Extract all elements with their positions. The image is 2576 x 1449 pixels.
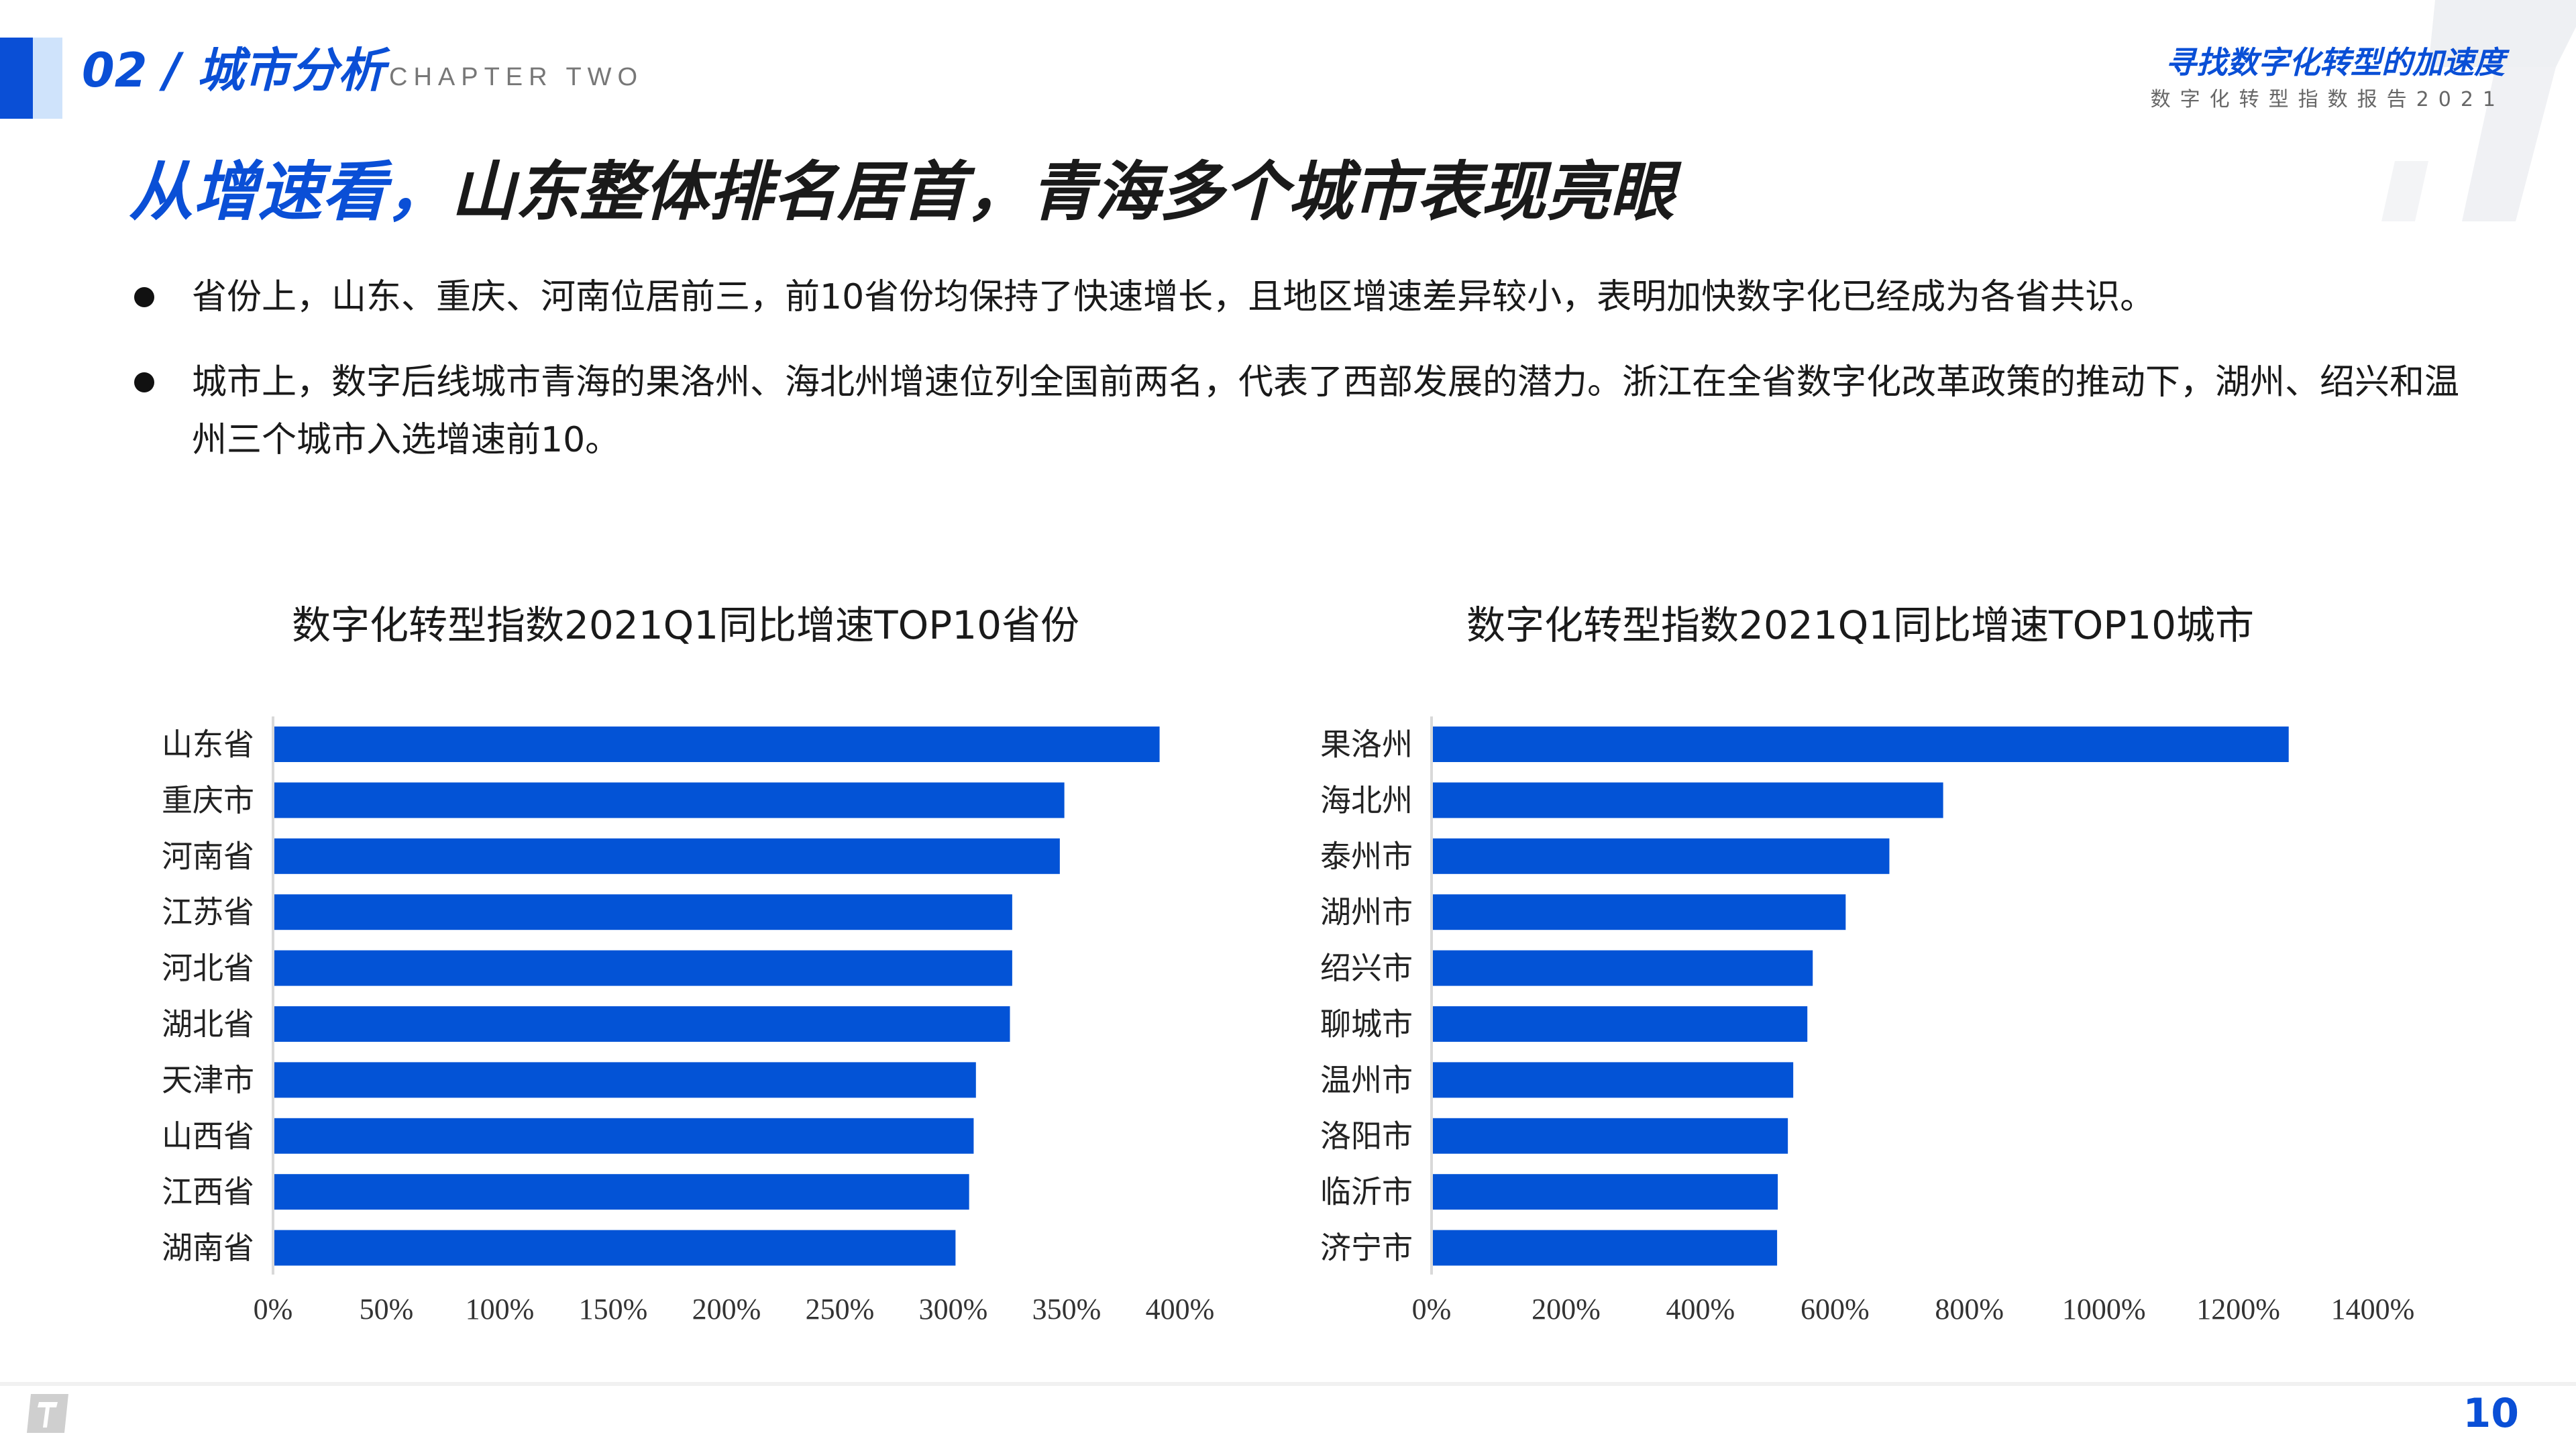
decorative-logo-shapes (2381, 0, 2576, 221)
bar (274, 782, 1065, 818)
x-tick-label: 300% (919, 1293, 988, 1326)
bar (1433, 1174, 1778, 1210)
category-label: 果洛州 (1320, 727, 1413, 763)
bullet-dot-icon (134, 287, 154, 307)
page-number: 10 (2463, 1390, 2520, 1437)
category-label: 湖南省 (162, 1230, 254, 1266)
category-label: 江西省 (162, 1174, 254, 1210)
brand-logo-icon (27, 1394, 68, 1433)
category-label: 洛阳市 (1320, 1118, 1413, 1154)
bar (1433, 727, 2289, 762)
bar (1433, 1062, 1794, 1098)
bullet-text: 省份上，山东、重庆、河南位居前三，前10省份均保持了快速增长，且地区增速差异较小… (192, 277, 2155, 317)
x-tick-label: 800% (1935, 1293, 2004, 1326)
x-tick-label: 1200% (2196, 1293, 2280, 1326)
x-tick-label: 100% (466, 1293, 535, 1326)
bar (1433, 1230, 1778, 1266)
chapter-label: CHAPTER TWO (389, 63, 644, 91)
category-label: 临沂市 (1320, 1174, 1413, 1210)
category-label: 江苏省 (162, 894, 254, 930)
chart-title-provinces: 数字化转型指数2021Q1同比增速TOP10省份 (291, 602, 1080, 648)
bar (1433, 1118, 1788, 1154)
bar (274, 950, 1012, 986)
bar (1433, 838, 1890, 874)
report-subtitle: 数字化转型指数报告2021 (2150, 88, 2505, 111)
bullet-text: 城市上，数字后线城市青海的果洛州、海北州增速位列全国前两名，代表了西部发展的潜力… (192, 362, 2460, 460)
bar (274, 1230, 956, 1266)
section-marker-light (33, 38, 62, 119)
x-tick-label: 200% (1532, 1293, 1601, 1326)
bar (1433, 1006, 1808, 1042)
category-label: 湖北省 (162, 1006, 254, 1042)
bullet-dot-icon (134, 372, 154, 392)
bar (274, 1174, 969, 1210)
x-tick-label: 150% (579, 1293, 648, 1326)
headline-text: 山东整体排名居首，青海多个城市表现亮眼 (451, 154, 1674, 229)
bar (274, 1006, 1010, 1042)
chapter-title: 02 / 城市分析 (82, 43, 385, 98)
bar (1433, 782, 1943, 818)
bar (274, 894, 1012, 930)
category-label: 重庆市 (162, 782, 254, 818)
bar (274, 1062, 976, 1098)
category-label: 湖州市 (1320, 894, 1413, 930)
bar (1433, 894, 1846, 930)
report-title: 寻找数字化转型的加速度 (2165, 44, 2505, 80)
x-tick-label: 600% (1801, 1293, 1870, 1326)
category-label: 泰州市 (1320, 838, 1413, 874)
x-tick-label: 1000% (2062, 1293, 2146, 1326)
bar (274, 727, 1160, 762)
x-tick-label: 400% (1666, 1293, 1735, 1326)
section-marker-dark (0, 38, 33, 119)
bar (1433, 950, 1813, 986)
x-tick-label: 50% (360, 1293, 414, 1326)
category-label: 河北省 (162, 950, 254, 986)
category-label: 天津市 (162, 1062, 254, 1098)
x-tick-label: 1400% (2331, 1293, 2415, 1326)
footer-divider (0, 1382, 2576, 1386)
page-headline: 从增速看，山东整体排名居首，青海多个城市表现亮眼 (129, 154, 1674, 229)
category-label: 山东省 (162, 727, 254, 763)
category-label: 温州市 (1320, 1062, 1413, 1098)
category-label: 山西省 (162, 1118, 254, 1154)
category-label: 海北州 (1320, 782, 1413, 818)
x-tick-label: 250% (806, 1293, 875, 1326)
bar (274, 838, 1060, 874)
x-tick-label: 0% (254, 1293, 293, 1326)
bullet-item: 城市上，数字后线城市青海的果洛州、海北州增速位列全国前两名，代表了西部发展的潜力… (134, 354, 2482, 469)
category-label: 聊城市 (1320, 1006, 1413, 1042)
x-tick-label: 200% (692, 1293, 761, 1326)
bullet-item: 省份上，山东、重庆、河南位居前三，前10省份均保持了快速增长，且地区增速差异较小… (134, 268, 2482, 326)
x-tick-label: 400% (1146, 1293, 1215, 1326)
x-tick-label: 350% (1032, 1293, 1102, 1326)
x-tick-label: 0% (1412, 1293, 1452, 1326)
category-label: 绍兴市 (1320, 950, 1413, 986)
category-label: 河南省 (162, 838, 254, 874)
chart-title-cities: 数字化转型指数2021Q1同比增速TOP10城市 (1466, 602, 2255, 648)
category-label: 济宁市 (1320, 1230, 1413, 1266)
headline-highlight: 从增速看， (129, 154, 451, 229)
bar (274, 1118, 974, 1154)
